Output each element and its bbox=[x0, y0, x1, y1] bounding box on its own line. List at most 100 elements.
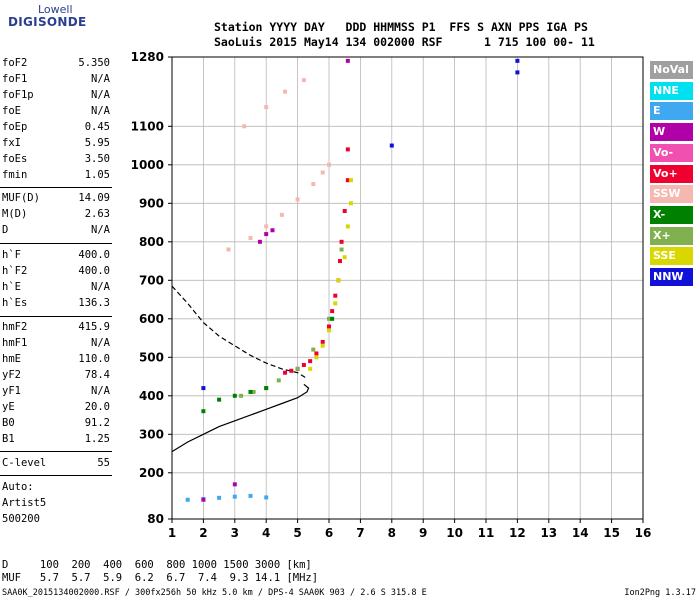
param-muf-d: MUF(D) 14.09 bbox=[2, 192, 110, 204]
param-foEs: foEs 3.50 bbox=[2, 153, 110, 165]
separator bbox=[0, 316, 112, 317]
parameter-panel: foF2 5.350 foF1 N/A foF1p N/A foE N/A foEp 0.… bbox=[0, 0, 115, 540]
x-tick-label: 2 bbox=[199, 526, 207, 540]
muf-row: MUF 5.7 5.7 5.9 6.2 6.7 7.4 9.3 14.1 [MH… bbox=[2, 572, 319, 584]
echo-point-vo bbox=[314, 351, 319, 356]
param-yF1: yF1 N/A bbox=[2, 385, 110, 397]
param-B0: B0 91.2 bbox=[2, 417, 110, 429]
footer-file-info: SAA0K_2015134002000.RSF / 300fx256h 50 k… bbox=[2, 588, 427, 598]
echo-point-x bbox=[311, 347, 316, 352]
param-foF1: foF1 N/A bbox=[2, 73, 110, 85]
echo-point-w bbox=[257, 239, 262, 244]
param-foEp: foEp 0.45 bbox=[2, 121, 110, 133]
param-h-F: h`F 400.0 bbox=[2, 249, 110, 261]
echo-point-ssw bbox=[283, 89, 288, 94]
distance-row: D 100 200 400 600 800 1000 1500 3000 [km… bbox=[2, 559, 312, 571]
param-yE: yE 20.0 bbox=[2, 401, 110, 413]
echo-point-sse bbox=[320, 343, 325, 348]
echo-point-x bbox=[276, 378, 281, 383]
echo-point-nnw bbox=[389, 143, 394, 148]
echo-point-w bbox=[232, 482, 237, 487]
y-tick-label: 80 bbox=[147, 512, 164, 526]
logo-text-digisonde: DIGISONDE bbox=[8, 15, 87, 29]
echo-point-ssw bbox=[320, 170, 325, 175]
x-tick-label: 11 bbox=[478, 526, 495, 540]
echo-point-x bbox=[248, 389, 253, 394]
param-h-E: h`E N/A bbox=[2, 281, 110, 293]
echo-point-ssw bbox=[279, 212, 284, 217]
param-fxI: fxI 5.95 bbox=[2, 137, 110, 149]
autoscaling-version: 500200 bbox=[2, 513, 40, 525]
y-tick-label: 400 bbox=[139, 389, 164, 403]
echo-point-ssw bbox=[264, 105, 269, 110]
echo-point-ssw bbox=[264, 224, 269, 229]
echo-point-sse bbox=[345, 224, 350, 229]
header-labels: Station YYYY DAY DDD HHMMSS P1 FFS S AXN… bbox=[214, 20, 588, 34]
echo-point-e bbox=[217, 495, 222, 500]
x-tick-label: 4 bbox=[262, 526, 270, 540]
param-h-F2: h`F2 400.0 bbox=[2, 265, 110, 277]
y-tick-label: 1280 bbox=[131, 50, 164, 64]
separator bbox=[0, 451, 112, 452]
legend-item-vo: Vo+ bbox=[650, 164, 693, 183]
chart-points bbox=[185, 58, 520, 502]
echo-point-vo bbox=[301, 363, 306, 367]
x-tick-label: 6 bbox=[325, 526, 333, 540]
y-axis-ticks: 80 200 300 400 500 600 700 800 900 1000 1100 1280 bbox=[131, 50, 172, 526]
x-tick-label: 14 bbox=[572, 526, 589, 540]
x-tick-label: 15 bbox=[603, 526, 620, 540]
x-tick-label: 10 bbox=[446, 526, 463, 540]
echo-point-ssw bbox=[242, 124, 247, 129]
legend-item-vo: Vo- bbox=[650, 143, 693, 162]
x-tick-label: 13 bbox=[540, 526, 557, 540]
echo-point-sse bbox=[348, 201, 353, 206]
echo-point-w bbox=[264, 232, 269, 237]
param-foF1p: foF1p N/A bbox=[2, 89, 110, 101]
echo-point-vo bbox=[320, 339, 325, 344]
echo-point-vo bbox=[330, 309, 335, 314]
echo-point-ssw bbox=[327, 162, 331, 167]
echo-point-ssw bbox=[311, 182, 316, 187]
echo-point-sse bbox=[327, 328, 331, 333]
echo-point-sse bbox=[348, 178, 353, 183]
echo-point-ssw bbox=[226, 247, 231, 252]
echo-point-e bbox=[232, 494, 237, 499]
y-tick-label: 900 bbox=[139, 196, 164, 210]
x-tick-label: 16 bbox=[635, 526, 652, 540]
param-foE: foE N/A bbox=[2, 105, 110, 117]
echo-point-w bbox=[345, 58, 350, 63]
echo-point-sse bbox=[342, 255, 347, 260]
legend-item-nne: NNE bbox=[650, 81, 693, 100]
profile-curves bbox=[171, 285, 310, 453]
profile-curve bbox=[171, 383, 310, 453]
echo-point-vo bbox=[345, 147, 350, 152]
y-tick-label: 600 bbox=[139, 312, 164, 326]
y-tick-label: 1100 bbox=[131, 119, 164, 133]
param-hmF2: hmF2 415.9 bbox=[2, 321, 110, 333]
echo-point-x bbox=[339, 247, 344, 252]
y-tick-label: 700 bbox=[139, 273, 164, 287]
echo-point-e bbox=[248, 493, 253, 498]
echo-point-x bbox=[295, 366, 300, 371]
footer-version: Ion2Png 1.3.17 bbox=[624, 588, 696, 598]
x-tick-label: 8 bbox=[388, 526, 396, 540]
echo-point-vo bbox=[283, 370, 288, 375]
y-tick-label: 200 bbox=[139, 466, 164, 480]
echo-point-nnw bbox=[515, 70, 520, 75]
legend-item-sse: SSE bbox=[650, 247, 693, 266]
param-foF2: foF2 5.350 bbox=[2, 57, 110, 69]
echo-point-sse bbox=[336, 278, 341, 283]
echo-point-vo bbox=[333, 293, 338, 298]
x-tick-label: 1 bbox=[168, 526, 176, 540]
echo-point-sse bbox=[308, 366, 313, 371]
param-d: D N/A bbox=[2, 224, 110, 236]
echo-point-vo bbox=[342, 209, 347, 213]
echo-point-x bbox=[201, 409, 206, 414]
echo-point-x bbox=[330, 316, 335, 321]
echo-point-vo bbox=[308, 359, 313, 364]
y-tick-label: 1000 bbox=[131, 158, 164, 172]
legend-item-nnw: NNW bbox=[650, 268, 693, 286]
plot-frame bbox=[171, 56, 644, 520]
legend-item-e: E bbox=[650, 102, 693, 121]
y-tick-label: 800 bbox=[139, 235, 164, 249]
